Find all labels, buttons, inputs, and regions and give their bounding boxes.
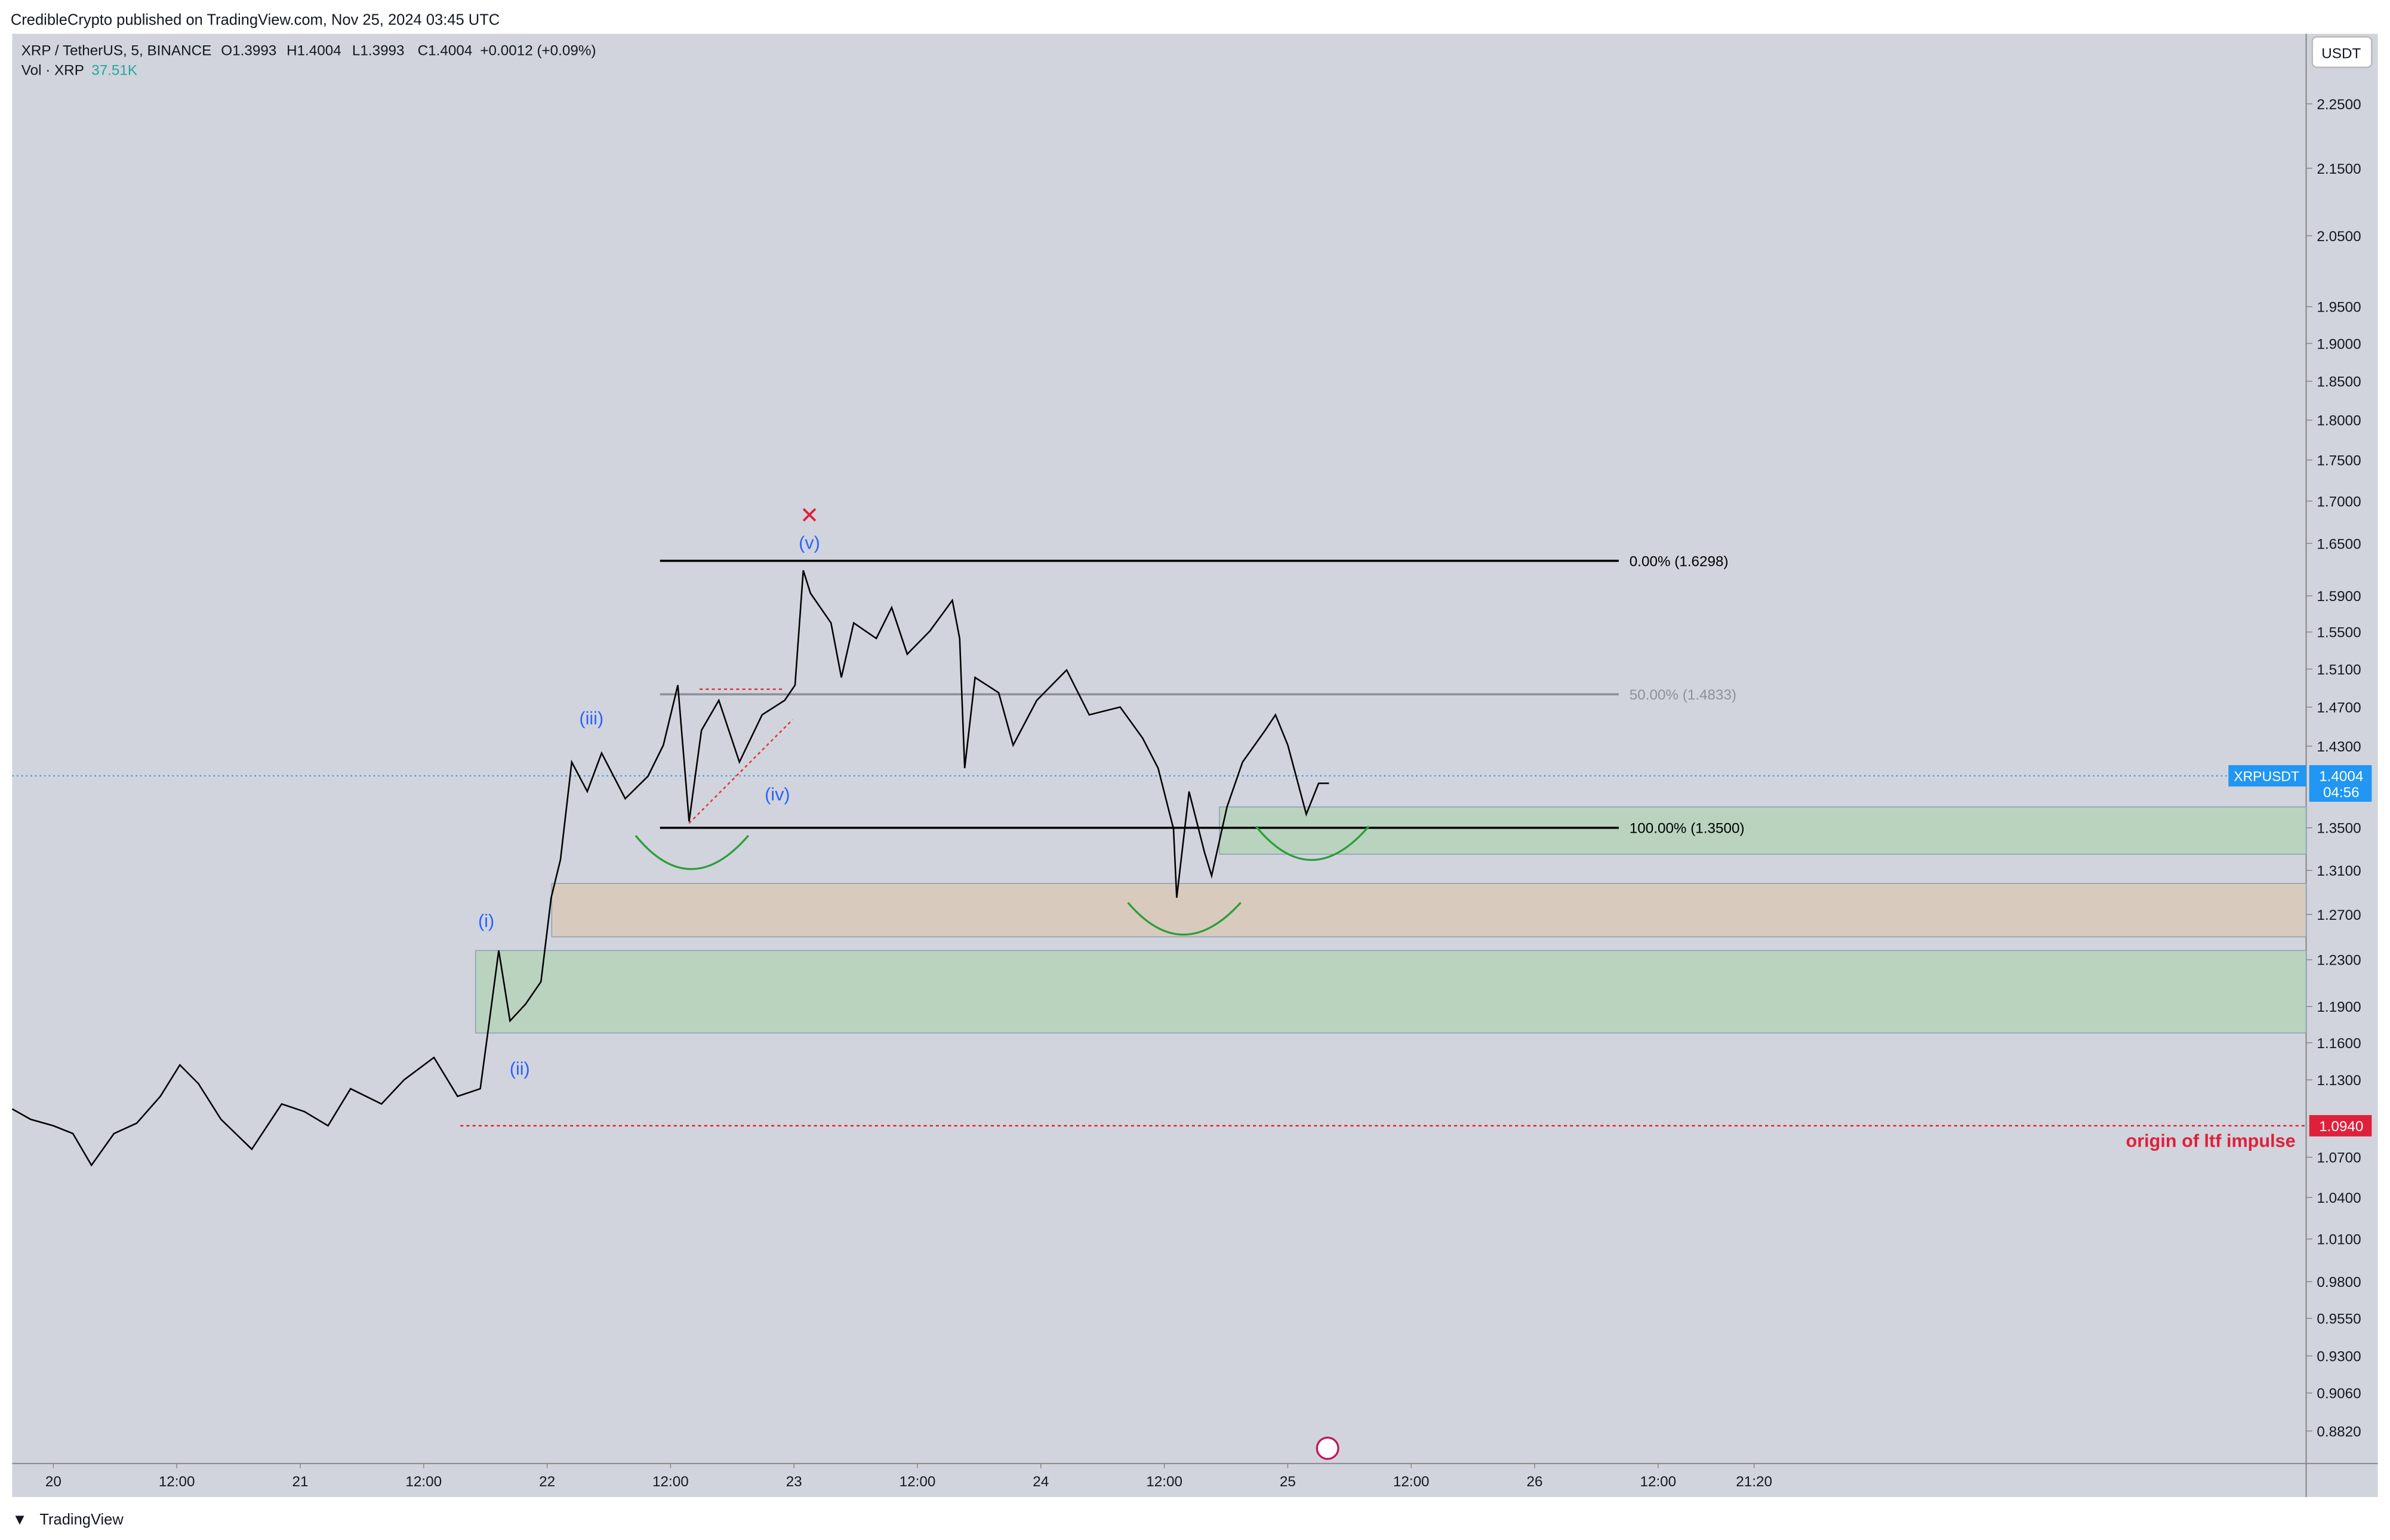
volume-label: Vol · XRP [21,63,84,79]
x-tick-label: 12:00 [1146,1474,1182,1490]
zone [551,883,2307,938]
x-tick-label: 12:00 [159,1474,195,1490]
fib-label: 0.00% (1.6298) [1630,554,1729,570]
y-tick-label: 1.0100 [2317,1232,2361,1248]
fib-label: 100.00% (1.3500) [1630,821,1745,837]
x-tick-label: 12:00 [1640,1474,1676,1490]
ohlc: C1.4004 [418,42,473,58]
x-tick-label: 20 [45,1474,61,1490]
y-tick-label: 2.1500 [2317,161,2361,177]
arc [635,834,750,870]
y-tick-label: 1.1300 [2317,1073,2361,1089]
y-tick-label: 1.4700 [2317,700,2361,716]
y-tick-label: 1.3100 [2317,863,2361,879]
x-tick-label: 21 [292,1474,308,1490]
x-tick-label: 23 [786,1474,802,1490]
symbol-tag-label: XRPUSDT [2234,769,2299,784]
y-tick-label: 1.4300 [2317,739,2361,755]
y-tick-label: 1.5100 [2317,662,2361,678]
y-tick-label: 1.9500 [2317,300,2361,316]
y-tick-label: 1.0700 [2317,1150,2361,1166]
arc [1127,902,1242,936]
currency[interactable]: USDT [2321,45,2361,61]
wave-label: (iii) [579,708,603,728]
wave-labels: (i) (ii) (iii) (iv) (v) [478,533,820,1079]
y-tick-label: 1.3500 [2317,821,2361,837]
symbol-tag [2228,765,2306,787]
levels: 0.00% (1.6298) 50.00% (1.4833) 100.00% (1.… [12,554,2306,1151]
zones [475,806,2307,1034]
x-tick-label: 21:20 [1736,1474,1772,1490]
y-tick-label: 1.7500 [2317,453,2361,469]
zone [475,950,2307,1034]
y-tick-label: 1.7000 [2317,494,2361,510]
ohlc: O1.3993 [221,42,276,58]
ohlc: +0.0012 (+0.09%) [480,42,596,58]
wave-label: (i) [478,911,494,931]
y-tick-label: 1.0400 [2317,1190,2361,1206]
wave-label: (iv) [765,784,790,805]
invalid-mark: ✕ [800,503,819,528]
legend: XRP / TetherUS, 5, BINANCE O1.3993 H1.40… [21,42,596,78]
y-tick-label: 1.8500 [2317,374,2361,390]
y-tick-label: 2.2500 [2317,97,2361,113]
x-tick-label: 25 [1280,1474,1296,1490]
origin-tag [2309,1115,2372,1136]
footer-logo: ▼ [12,1511,27,1528]
footer: TradingView [39,1511,124,1528]
price-tag [2309,765,2372,802]
x-tick-label: 12:00 [1393,1474,1430,1490]
origin-tag-label: 1.0940 [2319,1119,2363,1135]
fib-label: 50.00% (1.4833) [1630,687,1736,703]
countdown: 04:56 [2323,785,2360,801]
x-tick-label: 24 [1033,1474,1049,1490]
y-tick-label: 0.8820 [2317,1424,2361,1440]
y-tick-label: 1.6500 [2317,536,2361,552]
x-tick-label: 12:00 [652,1474,689,1490]
ohlc: L1.3993 [352,42,405,58]
x-tick-label: 12:00 [900,1474,936,1490]
ohlc: H1.4004 [287,42,341,58]
y-tick-label: 1.1600 [2317,1036,2361,1052]
origin-label: origin of ltf impulse [2126,1131,2296,1151]
price-line-series [11,570,1329,1167]
zone [1219,806,2307,855]
y-tick-label: 1.2300 [2317,953,2361,969]
published: CredibleCrypto published on TradingView.… [11,11,500,28]
event-icon[interactable] [1316,1436,1339,1460]
y-tick-label: 1.5900 [2317,589,2361,605]
x-tick-label: 22 [539,1474,555,1490]
price-tag-label: 1.4004 [2319,769,2363,785]
volume-value: 37.51K [91,63,137,79]
y-tick-label: 1.2700 [2317,907,2361,923]
y-tick-label: 0.9060 [2317,1386,2361,1402]
y-tick-label: 0.9550 [2317,1311,2361,1328]
currency-button[interactable] [2311,36,2373,69]
y-tick-label: 1.8000 [2317,413,2361,429]
y-tick-label: 0.9300 [2317,1349,2361,1365]
price [11,570,1329,1167]
wave-label: (ii) [510,1059,530,1079]
symbol: XRP / TetherUS, 5, BINANCE [21,42,212,58]
y-tick-label: 1.5500 [2317,625,2361,641]
y-tick-label: 2.0500 [2317,229,2361,245]
x-tick-label: 26 [1527,1474,1543,1490]
arc [1255,826,1370,861]
y-tick-label: 1.1900 [2317,999,2361,1015]
y-tick-label: 0.9800 [2317,1274,2361,1290]
y-tick-label: 1.9000 [2317,336,2361,352]
plot-background [12,33,2378,1498]
x-tick-label: 12:00 [405,1474,442,1490]
wave-label: (v) [799,533,820,553]
